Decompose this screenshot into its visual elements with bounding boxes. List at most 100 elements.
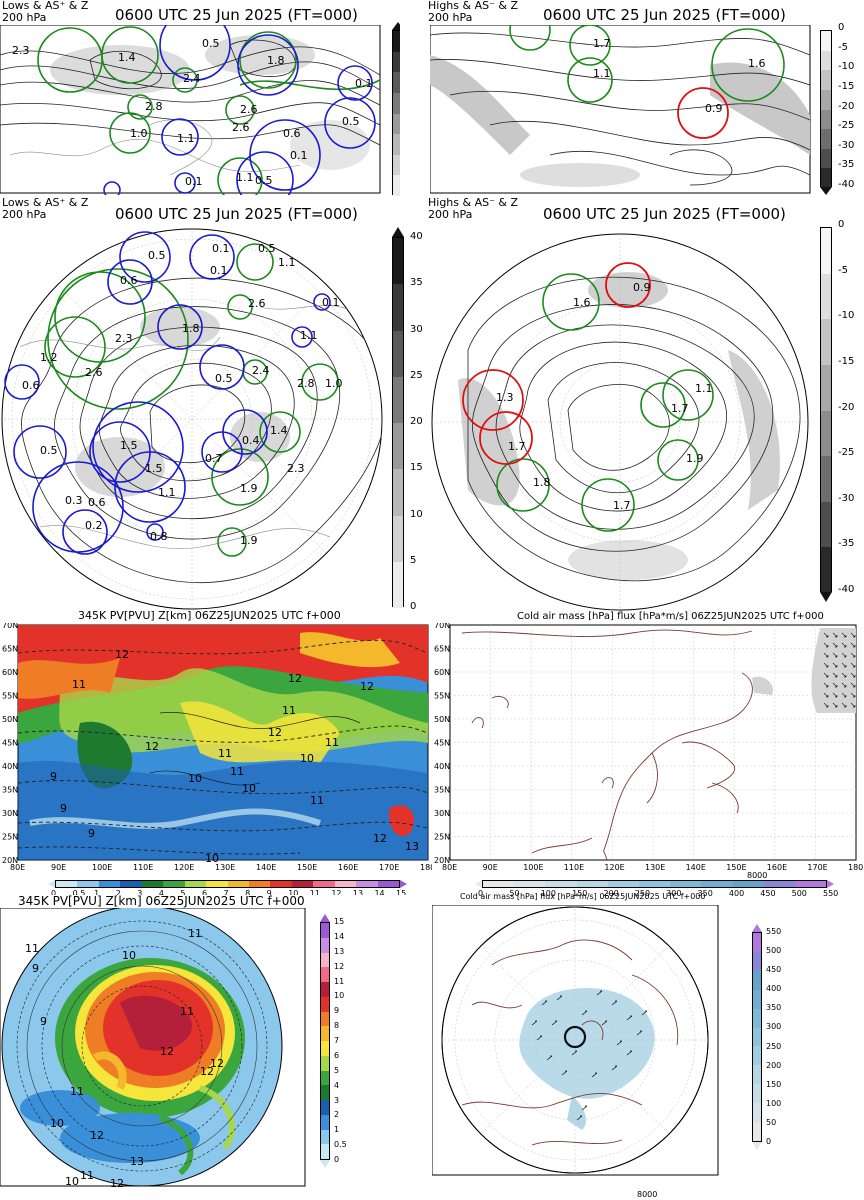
panel-title: Cold air mass [hPa] flux [hPa*m/s] 06Z25… [517,611,824,622]
vector-reference: 8000 [637,1190,658,1199]
center-value-label: 0.5 [258,242,276,255]
center-value-label: 0.2 [85,519,103,532]
center-value-label: 0.5 [215,372,233,385]
lat-tick: 20N [2,856,18,865]
lat-tick: 40N [434,762,450,771]
colorbar-tick: 400 [766,984,782,994]
center-value-label: 2.6 [248,297,266,310]
lows-polar-plot [1,228,383,610]
panel-heading: Lows & AS⁺ & Z [2,196,89,209]
height-label: 10 [65,1175,79,1188]
colorbar-tick: 0 [838,219,845,230]
height-label: 12 [90,1129,104,1142]
pv-polar-panel: 345K PV[PVU] Z[km] 06Z25JUN2025 UTC f+00… [0,890,432,1190]
cold-map-plot: 70N 65N 60N 55N 50N 45N 40N 35N 30N 25N 20N 80E 90E… [434,623,863,872]
lows-map-panel: Lows & AS⁺ & Z 200 hPa 0600 UTC 25 Jun 2… [0,0,400,200]
colorbar-tick: 14 [374,889,385,895]
lon-tick: 80E [442,863,457,872]
height-label: 10 [50,1117,64,1130]
lat-tick: 50N [2,715,18,724]
center-value-label: 1.3 [496,391,514,404]
colorbar-tick: 9 [334,1006,340,1016]
center-value-label: 2.6 [240,103,258,116]
panel-level: 200 hPa [428,208,473,221]
height-label: 11 [282,704,296,717]
lat-tick: 45N [434,739,450,748]
height-label: 12 [145,740,159,753]
colorbar-tick: 1 [94,889,100,895]
cold-polar-colorbar-ticks: 0 50 100 150 200 250 300 350 400 450 500 550 [766,927,796,1147]
colorbar-tick: 500 [791,889,807,898]
height-label: 11 [72,678,86,691]
lon-tick: 130E [215,863,235,872]
center-value-label: 0.4 [242,434,260,447]
lon-tick: 180 [420,863,432,872]
colorbar-tick: 2 [115,889,121,895]
colorbar-tick: 150 [572,889,588,898]
center-value-label: 1.6 [573,296,591,309]
center-value-label: 1.1 [158,486,176,499]
height-label: 9 [32,962,39,975]
lon-tick: 120E [604,863,624,872]
center-value-label: 1.9 [240,482,258,495]
height-label: 9 [60,802,67,815]
lon-tick: 180 [848,863,863,872]
colorbar-tick: 50 [766,1117,777,1127]
height-label: 12 [373,832,387,845]
colorbar-tick: -10 [838,310,855,322]
vector-reference: 8000 [747,871,768,880]
colorbar-tick: -20 [838,100,855,112]
center-value-label: 0.5 [342,115,360,128]
lon-tick: 90E [51,863,66,872]
colorbar-tick: 0.5 [72,889,86,895]
colorbar-tick: 100 [540,889,556,898]
colorbar-tick: -5 [838,264,848,276]
colorbar-tick: 15 [396,889,407,895]
center-value-label: 0.5 [40,444,58,457]
lat-tick: 45N [2,739,18,748]
lat-tick: 55N [434,692,450,701]
lon-tick: 130E [645,863,665,872]
height-label: 11 [230,765,244,778]
center-value-label: 1.7 [508,440,526,453]
highs-polar-colorbar [820,227,832,602]
height-label: 11 [80,1169,94,1182]
colorbar-tick: 13 [352,889,364,895]
colorbar-tick: -40 [838,179,855,190]
lat-tick: 30N [434,809,450,818]
colorbar-tick: 6 [334,1050,340,1060]
height-label: 12 [115,648,129,661]
colorbar-tick: 550 [766,927,782,936]
colorbar-tick: 350 [697,889,713,898]
lat-tick: 70N [2,623,18,630]
colorbar-tick: -35 [838,538,855,550]
center-value-label: 0.6 [22,379,40,392]
lat-tick: 50N [434,715,450,724]
height-label: 11 [310,794,324,807]
colorbar-tick: 0 [334,1155,340,1164]
height-label: 12 [268,726,282,739]
lon-tick: 170E [379,863,399,872]
colorbar-tick: 11 [309,889,320,895]
lon-tick: 150E [297,863,317,872]
center-value-label: 0.8 [150,530,168,543]
colorbar-tick: 200 [766,1060,782,1070]
lat-tick: 25N [434,833,450,842]
center-value-label: 0.7 [205,452,223,465]
lows-colorbar [392,22,400,196]
center-value-label: 2.4 [252,364,270,377]
colorbar-tick: 40 [410,231,423,242]
lat-tick: 70N [434,623,450,630]
center-value-label: 1.0 [325,377,343,390]
lon-tick: 100E [92,863,112,872]
colorbar-tick: 4 [334,1080,340,1090]
cold-map-panel: Cold air mass [hPa] flux [hPa*m/s] 06Z25… [432,605,864,905]
panel-level: 200 hPa [2,11,47,24]
panel-title: 345K PV[PVU] Z[km] 06Z25JUN2025 UTC f+00… [18,894,305,908]
colorbar-tick: 250 [634,889,651,898]
colorbar-tick: 13 [334,946,345,956]
colorbar-tick: 14 [334,931,345,941]
panel-heading: Lows & AS⁺ & Z [2,0,89,12]
colorbar-tick: -15 [838,80,855,92]
colorbar-tick: -40 [838,584,855,595]
